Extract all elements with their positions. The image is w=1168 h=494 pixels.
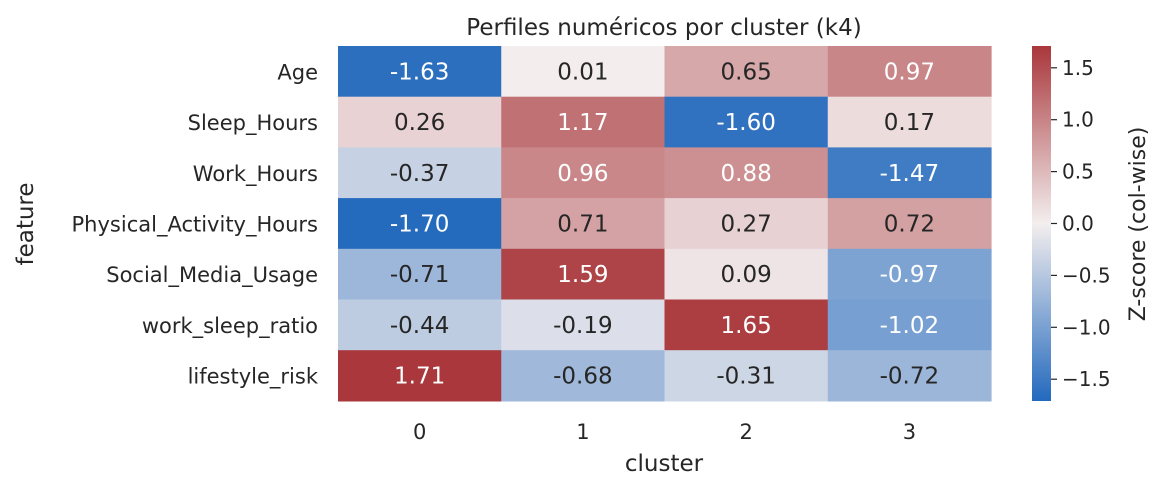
colorbar-tick-label: −1.0 <box>1062 315 1111 339</box>
cell-value-label: 0.97 <box>884 59 935 85</box>
cell-value-label: -0.72 <box>880 364 940 390</box>
cell-value-label: 0.96 <box>557 161 608 187</box>
x-tick-label: 2 <box>739 420 752 444</box>
cell-value-label: 0.01 <box>557 59 608 85</box>
colorbar-tick-label: 1.0 <box>1062 108 1094 132</box>
y-tick-label: Physical_Activity_Hours <box>72 212 318 237</box>
heatmap-cell <box>827 198 992 250</box>
cell-value-label: 0.88 <box>721 161 772 187</box>
cell-value-label: -0.68 <box>553 364 613 390</box>
y-tick-label: Work_Hours <box>193 162 318 187</box>
y-tick-label: Social_Media_Usage <box>106 263 318 288</box>
heatmap-cell <box>501 350 666 402</box>
cell-value-label: 0.26 <box>394 110 445 136</box>
cell-value-label: 0.27 <box>721 211 772 237</box>
cell-value-label: -0.71 <box>390 262 450 288</box>
cell-value-label: -1.60 <box>716 110 776 136</box>
heatmap-cell <box>338 46 502 98</box>
heatmap-cell <box>827 147 992 199</box>
cell-value-label: -0.44 <box>390 313 450 339</box>
cell-value-labels: -1.63 0.01 0.65 0.97 0.26 1.17 -1.60 0.17 -0.37 0… <box>390 59 939 389</box>
cell-value-label: 0.65 <box>721 59 772 85</box>
colorbar-ticks: 1.5 1.0 0.5 0.0 −0.5 −1.0 −1.5 <box>1051 56 1111 391</box>
x-axis-tick-labels: 0 1 2 3 <box>413 420 916 444</box>
cell-value-label: 1.17 <box>557 110 608 136</box>
heatmap-cell <box>338 198 502 250</box>
y-tick-label: Age <box>277 60 318 84</box>
heatmap-cell <box>501 299 666 351</box>
cell-value-label: -0.97 <box>880 262 940 288</box>
colorbar-tick-label: 0.0 <box>1062 212 1094 236</box>
heatmap-cell <box>827 350 992 402</box>
colorbar <box>1032 46 1051 401</box>
colorbar-tick-label: −0.5 <box>1062 263 1111 287</box>
heatmap-cell <box>664 248 829 301</box>
x-tick-label: 0 <box>413 420 426 444</box>
x-tick-label: 3 <box>903 420 916 444</box>
y-tick-label: work_sleep_ratio <box>142 314 318 339</box>
cell-value-label: -1.02 <box>880 313 940 339</box>
heatmap-cell <box>827 96 992 148</box>
x-tick-label: 1 <box>576 420 589 444</box>
heatmap-cell <box>501 248 666 301</box>
colorbar-tick-label: −1.5 <box>1062 367 1111 391</box>
heatmap-cell <box>501 198 666 250</box>
cell-value-label: 1.71 <box>394 364 445 390</box>
heatmap-cell <box>338 299 502 351</box>
heatmap-cells <box>338 46 992 402</box>
cell-value-label: 0.09 <box>721 262 772 288</box>
colorbar-tick-label: 0.5 <box>1062 160 1094 184</box>
heatmap-cell <box>827 248 992 301</box>
heatmap-cell <box>664 147 829 199</box>
cell-value-label: -0.37 <box>390 161 450 187</box>
cell-value-label: -0.19 <box>553 313 613 339</box>
cell-value-label: -1.47 <box>880 161 940 187</box>
heatmap-cell <box>338 147 502 199</box>
chart-title: Perfiles numéricos por cluster (k4) <box>466 15 861 41</box>
colorbar-label: Z-score (col-wise) <box>1126 127 1151 322</box>
cell-value-label: 1.59 <box>557 262 608 288</box>
heatmap-cell <box>827 299 992 351</box>
heatmap-cell <box>827 46 992 98</box>
heatmap-cell <box>664 96 829 148</box>
heatmap-cell <box>664 198 829 250</box>
heatmap-cell <box>338 350 502 402</box>
cell-value-label: 0.71 <box>557 211 608 237</box>
cell-value-label: 1.65 <box>721 313 772 339</box>
y-tick-label: lifestyle_risk <box>188 365 319 390</box>
heatmap-cell <box>501 147 666 199</box>
heatmap-cell <box>664 350 829 402</box>
heatmap-cell <box>501 46 666 98</box>
cell-value-label: -1.63 <box>390 59 450 85</box>
cell-value-label: 0.72 <box>884 211 935 237</box>
y-axis-label: feature <box>13 182 39 265</box>
heatmap-cell <box>338 248 502 301</box>
y-tick-label: Sleep_Hours <box>188 111 318 136</box>
heatmap-cell <box>338 96 502 148</box>
heatmap-cell <box>664 46 829 98</box>
x-axis-label: cluster <box>625 451 704 477</box>
colorbar-tick-label: 1.5 <box>1062 56 1094 80</box>
y-axis-tick-labels: Age Sleep_Hours Work_Hours Physical_Activit… <box>72 60 319 389</box>
heatmap-cell <box>501 96 666 148</box>
cell-value-label: -0.31 <box>716 364 776 390</box>
cell-value-label: -1.70 <box>390 211 450 237</box>
heatmap-cell <box>664 299 829 351</box>
cell-value-label: 0.17 <box>884 110 935 136</box>
